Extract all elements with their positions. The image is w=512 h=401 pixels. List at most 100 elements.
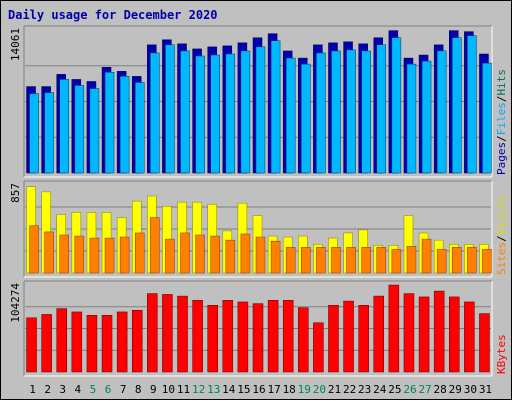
day-label-21: 21	[328, 383, 341, 396]
bar-files	[421, 60, 432, 174]
bar-kbytes	[282, 299, 294, 373]
legend-item-: /	[495, 235, 508, 242]
bar-kbytes	[237, 301, 249, 373]
day-label-13: 13	[207, 383, 220, 396]
bar-sites	[59, 234, 69, 274]
bar-files	[452, 37, 462, 174]
bar-files	[150, 52, 160, 174]
bar-files	[255, 46, 266, 174]
bar-sites	[376, 247, 387, 274]
day-label-26: 26	[403, 383, 416, 396]
legend-item-files: Files	[495, 102, 508, 135]
bar-sites	[240, 233, 251, 274]
day-label-3: 3	[59, 383, 66, 396]
day-label-16: 16	[252, 383, 265, 396]
day-label-27: 27	[418, 383, 431, 396]
bar-sites	[44, 231, 54, 274]
bar-kbytes	[388, 284, 400, 373]
bar-sites	[301, 247, 311, 274]
bar-kbytes	[71, 311, 83, 373]
bar-files	[467, 35, 477, 174]
bar-files	[285, 57, 296, 174]
bar-files	[225, 53, 236, 174]
day-label-15: 15	[237, 383, 250, 396]
bar-kbytes	[373, 295, 385, 373]
bar-sites	[391, 249, 402, 274]
bar-files	[482, 62, 492, 174]
legend-item-kbytes: KBytes	[495, 334, 508, 374]
day-label-2: 2	[44, 383, 51, 396]
bar-files	[331, 50, 341, 174]
bar-kbytes	[313, 322, 324, 373]
bar-sites	[89, 237, 100, 274]
bar-files	[240, 50, 251, 174]
day-label-8: 8	[135, 383, 142, 396]
bar-kbytes	[267, 299, 279, 373]
bar-sites	[421, 238, 432, 274]
bar-kbytes	[86, 315, 98, 373]
bar-kbytes	[418, 296, 430, 373]
bar-files	[195, 55, 205, 174]
bar-files	[165, 44, 175, 174]
day-label-24: 24	[373, 383, 387, 396]
bar-files	[104, 72, 115, 174]
bar-sites	[104, 237, 115, 274]
day-label-10: 10	[162, 383, 175, 396]
day-label-28: 28	[434, 383, 447, 396]
bar-files	[134, 82, 145, 174]
bar-files	[59, 79, 69, 174]
bar-files	[301, 63, 311, 174]
bar-files	[180, 50, 190, 174]
day-label-11: 11	[177, 383, 190, 396]
bar-kbytes	[41, 314, 52, 373]
day-label-5: 5	[90, 383, 97, 396]
bar-kbytes	[328, 305, 339, 373]
bar-kbytes	[433, 290, 445, 373]
bar-sites	[482, 249, 492, 274]
bar-kbytes	[26, 317, 37, 373]
bar-sites	[270, 240, 281, 274]
bar-files	[406, 63, 417, 174]
day-label-25: 25	[388, 383, 401, 396]
bar-sites	[331, 247, 341, 274]
legend: Pages/Files/Hits	[495, 69, 508, 175]
legend: Sites/Visits	[495, 196, 508, 276]
bar-sites	[165, 238, 175, 274]
legend-item-: /	[495, 135, 508, 142]
day-label-22: 22	[343, 383, 356, 396]
bar-kbytes	[177, 295, 188, 373]
legend-item-hits: Hits	[495, 69, 508, 96]
bar-kbytes	[298, 307, 309, 373]
bar-files	[346, 49, 356, 174]
bar-kbytes	[222, 299, 234, 373]
bar-sites	[225, 239, 236, 274]
bar-sites	[29, 225, 39, 274]
bar-sites	[134, 232, 145, 274]
bar-sites	[195, 234, 205, 274]
bar-kbytes	[464, 301, 475, 373]
bar-files	[270, 40, 281, 174]
day-label-18: 18	[283, 383, 296, 396]
legend-item-pages: Pages	[495, 142, 508, 175]
bar-sites	[74, 235, 85, 274]
bar-sites	[119, 236, 130, 274]
bar-sites	[346, 247, 356, 274]
bar-kbytes	[147, 293, 158, 373]
legend-item-sites: Sites	[495, 242, 508, 275]
bar-sites	[467, 247, 477, 274]
bar-files	[74, 85, 85, 174]
bar-sites	[180, 232, 190, 274]
bar-sites	[150, 217, 160, 274]
legend-item-visits: Visits	[495, 196, 508, 236]
bar-kbytes	[192, 299, 203, 373]
bar-files	[210, 54, 220, 174]
day-label-6: 6	[105, 383, 112, 396]
bar-files	[89, 88, 100, 174]
bar-sites	[316, 247, 326, 274]
bar-sites	[406, 246, 417, 274]
bar-files	[376, 44, 387, 174]
bar-kbytes	[101, 315, 113, 373]
bar-kbytes	[479, 313, 490, 373]
day-label-14: 14	[222, 383, 236, 396]
